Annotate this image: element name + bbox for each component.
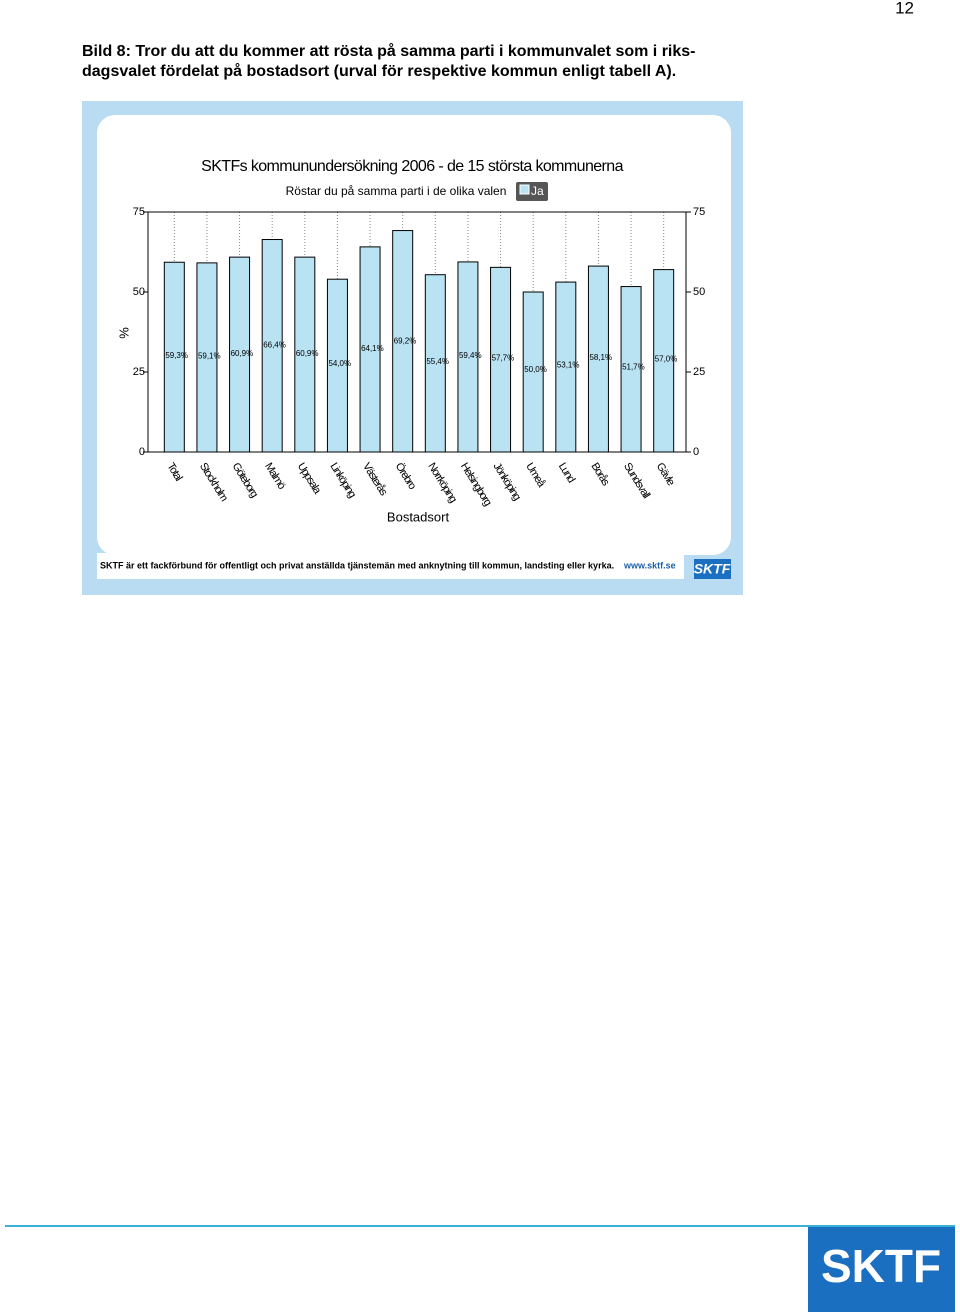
value-label: 60,9% [231, 349, 254, 358]
bar [229, 256, 251, 453]
value-label: 59,4% [459, 351, 482, 360]
y-tick-label: 75 [133, 206, 145, 218]
bar [359, 246, 381, 453]
value-label: 57,7% [492, 354, 515, 363]
page-logo-box [808, 1227, 955, 1312]
legend-label: Ja [531, 184, 544, 198]
heading-line: Bild 8: Tror du att du kommer att rösta … [82, 42, 695, 60]
y2-tick-label: 25 [693, 366, 705, 378]
footer-logo: SKTF [694, 561, 731, 577]
value-label: 66,4% [263, 341, 286, 350]
bar [522, 291, 544, 453]
bar [490, 266, 512, 453]
y-tick-label: 50 [133, 286, 145, 298]
value-label: 60,9% [296, 349, 319, 358]
value-label: 64,1% [361, 344, 384, 353]
footer-text: SKTF är ett fackförbund för offentligt o… [100, 560, 614, 570]
bar [587, 265, 609, 453]
y-axis-label: % [116, 327, 131, 339]
bar [326, 278, 348, 453]
bar [555, 281, 577, 453]
x-axis-label: Bostadsort [387, 509, 450, 524]
page-logo: SKTF [821, 1240, 941, 1292]
bar [424, 274, 446, 453]
value-label: 53,1% [557, 360, 580, 369]
value-label: 59,3% [165, 351, 188, 360]
bar [457, 261, 479, 453]
heading-line: dagsvalet fördelat på bostadsort (urval … [82, 62, 676, 80]
y2-tick-label: 50 [693, 286, 705, 298]
value-label: 55,4% [426, 357, 449, 366]
value-label: 51,7% [622, 363, 645, 372]
y-tick-label: 25 [133, 366, 145, 378]
chart-subtitle: Röstar du på samma parti i de olika vale… [286, 184, 507, 198]
value-label: 50,0% [524, 365, 547, 374]
chart-title: SKTFs kommunundersökning 2006 - de 15 st… [201, 158, 623, 175]
value-label: 54,0% [328, 359, 351, 368]
footer-logo-box [694, 559, 731, 579]
y2-tick-label: 75 [693, 206, 705, 218]
footer-band [97, 553, 684, 579]
bar [196, 262, 218, 453]
value-label: 58,1% [589, 353, 612, 362]
y2-tick-label: 0 [693, 446, 699, 458]
legend-swatch [519, 184, 530, 195]
bar [163, 261, 185, 453]
page-number: 12 [895, 0, 914, 17]
bar [392, 230, 414, 453]
y-tick-label: 0 [139, 446, 145, 458]
value-label: 59,1% [198, 351, 221, 360]
bar [653, 269, 675, 453]
bar [261, 239, 283, 453]
bar [620, 286, 642, 453]
value-label: 69,2% [394, 336, 417, 345]
value-label: 57,0% [655, 355, 678, 364]
bar [294, 256, 316, 453]
footer-link[interactable]: www.sktf.se [623, 560, 676, 570]
